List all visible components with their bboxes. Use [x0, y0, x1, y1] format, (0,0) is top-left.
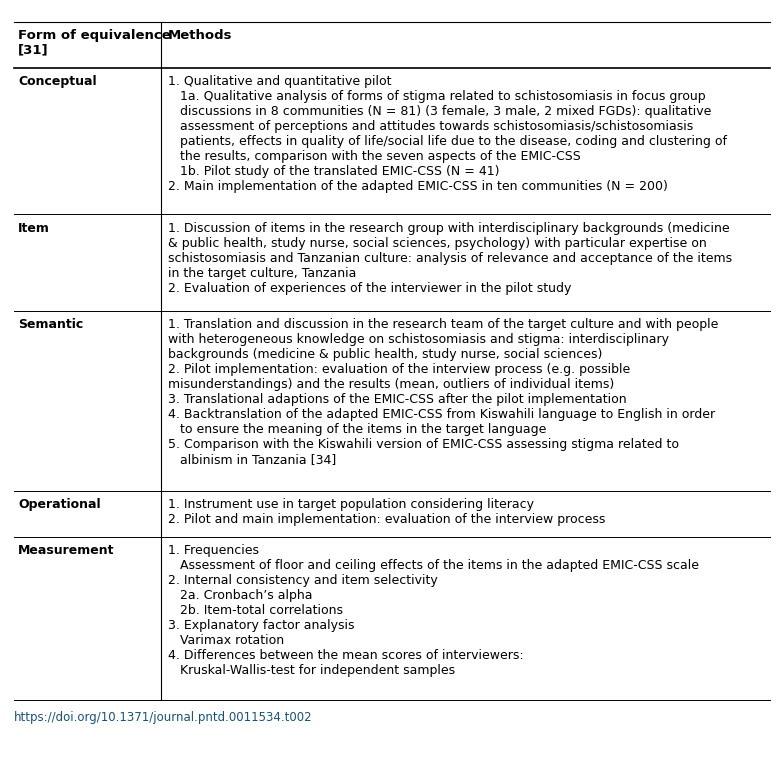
Text: Measurement: Measurement	[18, 544, 114, 557]
Text: 1. Frequencies
   Assessment of floor and ceiling effects of the items in the ad: 1. Frequencies Assessment of floor and c…	[168, 544, 699, 677]
Text: Operational: Operational	[18, 498, 100, 511]
Text: https://doi.org/10.1371/journal.pntd.0011534.t002: https://doi.org/10.1371/journal.pntd.001…	[14, 711, 313, 725]
Text: Methods: Methods	[168, 29, 232, 42]
Text: Conceptual: Conceptual	[18, 75, 96, 88]
Text: 1. Qualitative and quantitative pilot
   1a. Qualitative analysis of forms of st: 1. Qualitative and quantitative pilot 1a…	[168, 75, 727, 193]
Text: Form of equivalence
[31]: Form of equivalence [31]	[18, 29, 171, 57]
Text: 1. Instrument use in target population considering literacy
2. Pilot and main im: 1. Instrument use in target population c…	[168, 498, 605, 526]
Text: 1. Translation and discussion in the research team of the target culture and wit: 1. Translation and discussion in the res…	[168, 317, 718, 466]
Text: 1. Discussion of items in the research group with interdisciplinary backgrounds : 1. Discussion of items in the research g…	[168, 222, 732, 295]
Text: Item: Item	[18, 222, 50, 235]
Text: Semantic: Semantic	[18, 317, 83, 331]
